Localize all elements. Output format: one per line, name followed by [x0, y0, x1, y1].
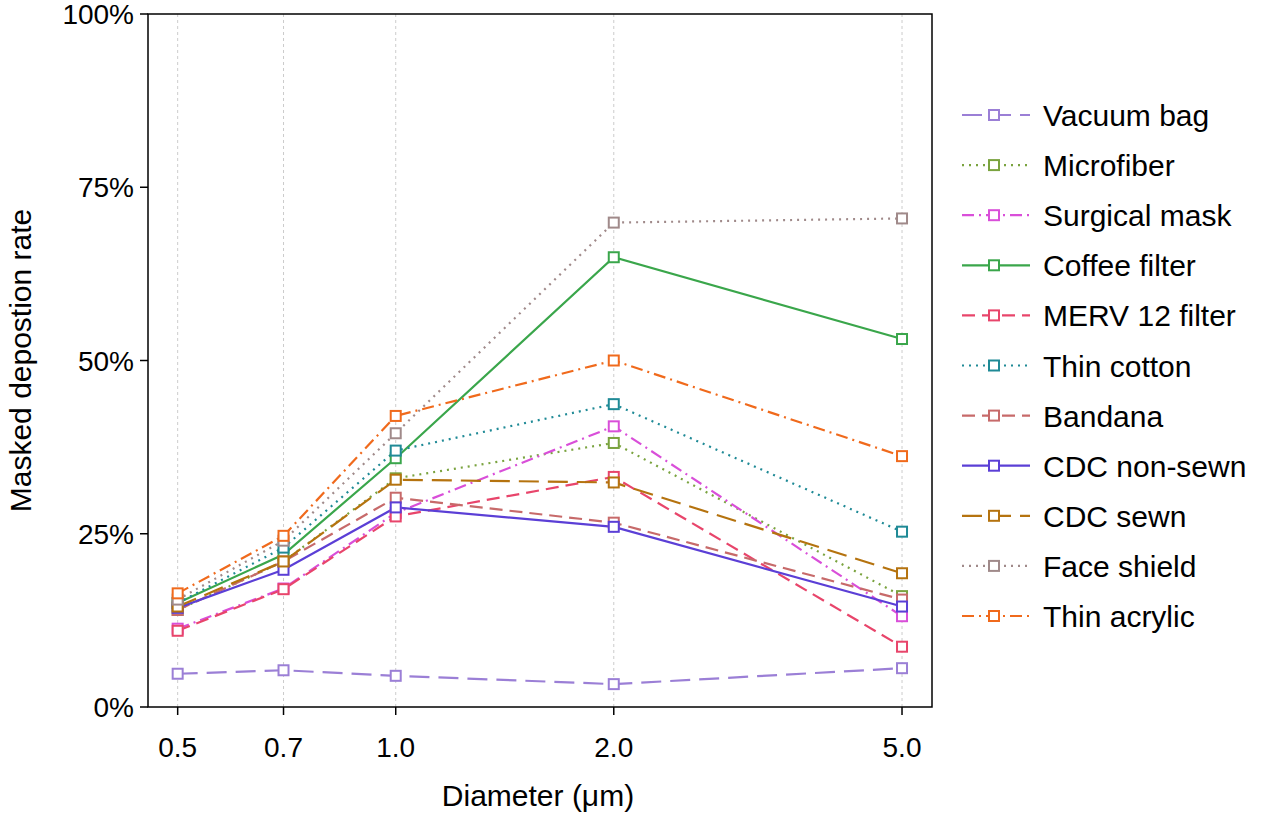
legend-marker: [989, 260, 999, 270]
tick-mark: [140, 706, 148, 708]
tick-mark: [140, 533, 148, 535]
axis-title: Masked depostion rate: [4, 209, 37, 513]
legend-marker: [989, 411, 999, 421]
point-marker: [897, 611, 907, 621]
series-line: [178, 257, 902, 603]
point-marker: [609, 679, 619, 689]
series-line: [178, 361, 902, 594]
series-line: [178, 218, 902, 599]
tick-label: 50%: [78, 346, 134, 377]
legend-label: Surgical mask: [1043, 199, 1232, 232]
legend-label: Thin cotton: [1043, 350, 1191, 383]
point-marker: [609, 522, 619, 532]
legend-label: CDC non-sewn: [1043, 450, 1246, 483]
point-marker: [609, 356, 619, 366]
point-marker: [391, 475, 401, 485]
legend-marker: [989, 110, 999, 120]
point-marker: [897, 642, 907, 652]
grid-line: [283, 14, 284, 707]
legend-marker: [989, 461, 999, 471]
point-marker: [279, 531, 289, 541]
point-marker: [391, 671, 401, 681]
background: [0, 0, 1280, 814]
legend-marker: [989, 561, 999, 571]
legend-label: MERV 12 filter: [1043, 299, 1236, 332]
point-marker: [609, 477, 619, 487]
series-line: [178, 426, 902, 628]
point-marker: [897, 602, 907, 612]
point-marker: [391, 493, 401, 503]
legend-label: CDC sewn: [1043, 500, 1186, 533]
legend-label: Face shield: [1043, 550, 1196, 583]
legend-label: Vacuum bag: [1043, 99, 1209, 132]
series-line: [178, 404, 902, 603]
tick-mark: [283, 707, 285, 715]
grid-line: [395, 14, 396, 707]
point-marker: [609, 399, 619, 409]
plot-frame: [148, 14, 932, 707]
point-marker: [897, 451, 907, 461]
point-marker: [897, 663, 907, 673]
point-marker: [173, 626, 183, 636]
legend-marker: [989, 361, 999, 371]
tick-label: 1.0: [376, 732, 415, 763]
point-marker: [391, 502, 401, 512]
legend-label: Microfiber: [1043, 149, 1175, 182]
point-marker: [391, 411, 401, 421]
point-marker: [279, 583, 289, 593]
point-marker: [279, 584, 289, 594]
plot-area: [173, 213, 907, 689]
point-marker: [279, 556, 289, 566]
tick-label: 25%: [78, 519, 134, 550]
point-marker: [609, 438, 619, 448]
point-marker: [897, 568, 907, 578]
point-marker: [391, 446, 401, 456]
legend-marker: [989, 310, 999, 320]
legend-marker: [989, 611, 999, 621]
point-marker: [173, 588, 183, 598]
series-line: [178, 507, 902, 607]
series-line: [178, 443, 902, 610]
point-marker: [279, 556, 289, 566]
legend-label: Coffee filter: [1043, 249, 1196, 282]
legend-marker: [989, 160, 999, 170]
point-marker: [391, 428, 401, 438]
tick-mark: [177, 707, 179, 715]
tick-label: 0.5: [158, 732, 197, 763]
legend-label: Thin acrylic: [1043, 600, 1195, 633]
tick-label: 75%: [78, 172, 134, 203]
tick-mark: [140, 360, 148, 362]
tick-mark: [140, 13, 148, 15]
legend-marker: [989, 210, 999, 220]
point-marker: [609, 218, 619, 228]
legend: Vacuum bag Microfiber Surgical mask Coffee …: [962, 99, 1246, 633]
legend-label: Bandana: [1043, 400, 1163, 433]
tick-label: 2.0: [594, 732, 633, 763]
point-marker: [897, 213, 907, 223]
axis-title: Diameter (μm): [442, 779, 634, 812]
point-marker: [609, 252, 619, 262]
tick-mark: [395, 707, 397, 715]
series-line: [178, 480, 902, 607]
point-marker: [897, 527, 907, 537]
tick-mark: [613, 707, 615, 715]
tick-label: 0%: [94, 692, 134, 723]
tick-mark: [901, 707, 903, 715]
point-marker: [173, 669, 183, 679]
chart: 0.5 0.7 1.0 2.0 5.0 0% 25% 50% 75% 100% Diameter (…: [0, 0, 1280, 814]
point-marker: [279, 556, 289, 566]
point-marker: [897, 334, 907, 344]
tick-label: 100%: [62, 0, 134, 30]
tick-mark: [140, 187, 148, 189]
point-marker: [279, 665, 289, 675]
series-line: [178, 498, 902, 610]
tick-label: 0.7: [264, 732, 303, 763]
series-line: [178, 477, 902, 647]
point-marker: [609, 421, 619, 431]
tick-label: 5.0: [883, 732, 922, 763]
legend-marker: [989, 511, 999, 521]
